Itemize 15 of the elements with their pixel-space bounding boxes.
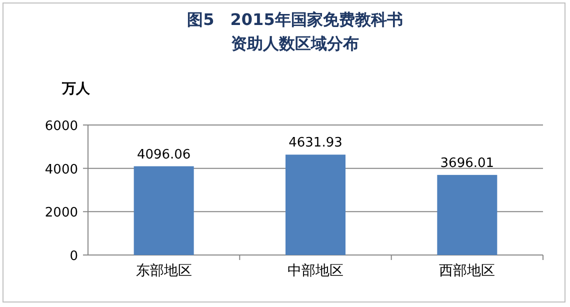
x-tick-label: 东部地区 — [136, 263, 192, 279]
bar — [134, 166, 194, 255]
bar — [437, 174, 498, 255]
data-label: 3696.01 — [440, 156, 494, 171]
y-axis-title: 万人 — [61, 81, 91, 97]
chart-title: 图5 2015年国家免费教科书资助人数区域分布 — [186, 9, 404, 55]
y-tick-label: 0 — [70, 249, 78, 264]
data-label: 4631.93 — [288, 136, 342, 151]
x-tick-label: 西部地区 — [439, 263, 496, 279]
x-tick-label: 中部地区 — [288, 263, 344, 279]
y-tick-label: 2000 — [44, 206, 78, 221]
data-label: 4096.06 — [136, 147, 191, 162]
y-tick-label: 4000 — [44, 162, 78, 178]
y-tick-label: 6000 — [44, 119, 78, 134]
bar — [286, 154, 346, 255]
